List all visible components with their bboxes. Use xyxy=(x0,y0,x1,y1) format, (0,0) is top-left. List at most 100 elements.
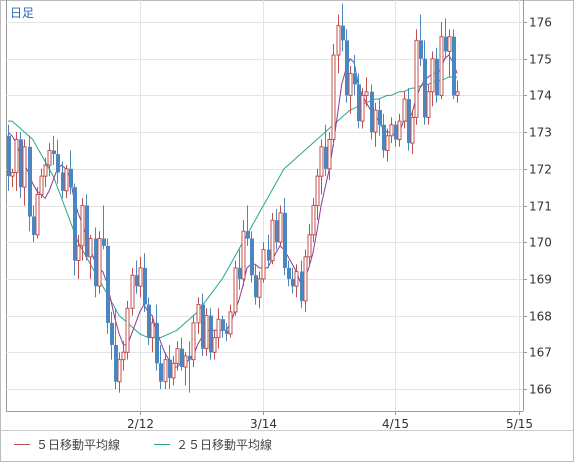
candle-body xyxy=(69,168,73,188)
candle-down xyxy=(180,337,184,371)
x-tick-label: 4/15 xyxy=(382,417,409,431)
candle-body xyxy=(196,304,201,324)
candle-down xyxy=(155,304,159,371)
candle-down xyxy=(238,249,242,290)
candle-body xyxy=(257,278,262,298)
candle-body xyxy=(283,212,287,268)
candle-up xyxy=(43,157,48,188)
candle-up xyxy=(397,113,402,147)
candle-down xyxy=(394,121,398,147)
candle-up xyxy=(402,91,407,129)
candle-up xyxy=(327,132,332,180)
candle-body xyxy=(155,322,159,364)
candle-body xyxy=(250,238,254,276)
candle-down xyxy=(382,113,386,158)
candle-body xyxy=(385,135,390,151)
candle-down xyxy=(353,55,357,96)
x-tick-label: 3/14 xyxy=(250,417,277,431)
candle-body xyxy=(324,146,328,169)
candle-body xyxy=(233,267,238,313)
candle-up xyxy=(80,198,85,261)
candle-body xyxy=(150,322,155,339)
candle-body xyxy=(307,234,312,258)
candle-body xyxy=(439,36,444,96)
candle-down xyxy=(32,205,36,243)
candle-down xyxy=(267,234,271,268)
candle-down xyxy=(56,139,60,184)
candle-up xyxy=(121,341,126,371)
candle-body xyxy=(278,212,283,243)
candle-body xyxy=(121,351,126,361)
candle-down xyxy=(143,253,147,312)
candle-up xyxy=(22,139,27,206)
candle-body xyxy=(341,25,345,41)
axis-layer: 166 167 168 169 170 171 172 173 174 175 176 2/12 3/1… xyxy=(127,16,552,432)
candle-down xyxy=(254,264,258,305)
candle-body xyxy=(80,205,85,247)
candle-body xyxy=(106,245,110,323)
candle-body xyxy=(138,267,143,287)
candle-up xyxy=(191,315,196,367)
candle-up xyxy=(196,297,201,334)
candle-body xyxy=(175,348,180,364)
candle-up xyxy=(447,29,452,78)
candle-up xyxy=(14,132,19,191)
candle-down xyxy=(168,344,172,389)
candle-down xyxy=(159,344,163,389)
candle-body xyxy=(407,99,411,144)
candle-up xyxy=(97,231,102,294)
candle-body xyxy=(191,322,196,361)
candle-down xyxy=(283,198,287,276)
y-tick-label: 172 xyxy=(529,163,552,177)
candle-body xyxy=(110,322,114,345)
candle-up xyxy=(204,308,209,356)
x-tick-label: 5/15 xyxy=(506,417,533,431)
legend: ５日移動平均線 ２５日移動平均線 xyxy=(14,436,272,453)
candle-up xyxy=(364,77,369,107)
candle-body xyxy=(455,91,460,96)
candle-body xyxy=(28,146,32,217)
period-label: 日足 xyxy=(10,6,35,20)
candle-body xyxy=(117,359,122,383)
candle-up xyxy=(270,212,275,265)
legend-label-ma25: ２５日移動平均線 xyxy=(176,438,273,452)
candle-body xyxy=(246,231,250,239)
candle-body xyxy=(353,73,357,85)
legend-item-ma5: ５日移動平均線 xyxy=(14,436,120,453)
candle-body xyxy=(364,91,369,96)
candle-up xyxy=(175,341,180,371)
candle-up xyxy=(336,14,341,74)
candle-up xyxy=(348,66,353,114)
candle-body xyxy=(212,337,217,353)
candle-body xyxy=(452,36,456,96)
candle-down xyxy=(345,29,349,103)
y-tick-label: 168 xyxy=(529,310,552,324)
candle-down xyxy=(370,84,374,140)
candle-up xyxy=(294,264,299,298)
candle-down xyxy=(300,260,304,309)
candle-body xyxy=(163,359,168,383)
candle-up xyxy=(261,242,266,283)
candle-up xyxy=(430,51,435,107)
candle-body xyxy=(188,355,192,360)
candle-body xyxy=(327,138,332,170)
candle-up xyxy=(138,256,143,298)
candle-body xyxy=(102,238,106,246)
candle-body xyxy=(261,249,266,280)
candle-body xyxy=(35,193,40,236)
candle-up xyxy=(360,88,365,129)
candle-up xyxy=(278,205,283,246)
candle-body xyxy=(238,267,242,279)
candle-body xyxy=(125,307,130,353)
candle-body xyxy=(64,168,69,192)
candle-body xyxy=(397,120,402,140)
candle-up xyxy=(315,168,320,221)
candle-body xyxy=(183,355,188,368)
candle-down xyxy=(423,40,427,125)
candle-body xyxy=(345,40,349,96)
candle-down xyxy=(102,205,106,250)
candle-down xyxy=(110,311,114,360)
candle-up xyxy=(171,355,176,386)
